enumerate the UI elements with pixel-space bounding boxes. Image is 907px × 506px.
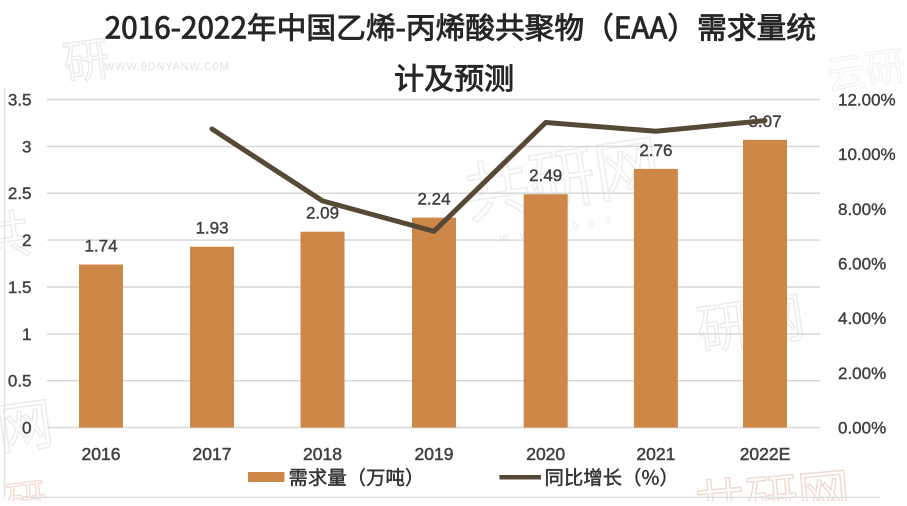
svg-text:2.76: 2.76 (639, 141, 672, 160)
svg-text:2021: 2021 (636, 444, 675, 464)
svg-text:3: 3 (22, 137, 31, 156)
svg-text:2019: 2019 (415, 444, 454, 464)
svg-text:0.5: 0.5 (8, 372, 32, 391)
svg-text:6.00%: 6.00% (838, 255, 886, 274)
svg-text:0: 0 (22, 419, 31, 438)
svg-text:2.5: 2.5 (8, 184, 32, 203)
svg-text:0.00%: 0.00% (838, 419, 886, 438)
svg-text:2018: 2018 (303, 444, 342, 464)
svg-text:12.00%: 12.00% (838, 91, 896, 110)
svg-text:1.5: 1.5 (8, 278, 32, 297)
svg-text:2.00%: 2.00% (838, 364, 886, 383)
svg-text:1.74: 1.74 (84, 237, 117, 256)
svg-text:2016: 2016 (82, 444, 121, 464)
svg-text:2022E: 2022E (740, 444, 791, 464)
svg-text:2.49: 2.49 (529, 166, 562, 185)
svg-text:2: 2 (22, 231, 31, 250)
svg-text:2020: 2020 (526, 444, 565, 464)
svg-text:4.00%: 4.00% (838, 309, 886, 328)
svg-text:2.24: 2.24 (417, 190, 450, 209)
svg-text:1.93: 1.93 (195, 219, 228, 238)
svg-text:10.00%: 10.00% (838, 145, 896, 164)
svg-text:2.09: 2.09 (306, 204, 339, 223)
svg-text:W W: W W (832, 102, 863, 113)
svg-text:1: 1 (22, 325, 31, 344)
svg-text:2017: 2017 (193, 444, 232, 464)
svg-text:3.5: 3.5 (8, 91, 32, 110)
svg-text:WWW.9DNYANW.C0M: WWW.9DNYANW.C0M (104, 61, 229, 73)
svg-text:8.00%: 8.00% (838, 200, 886, 219)
